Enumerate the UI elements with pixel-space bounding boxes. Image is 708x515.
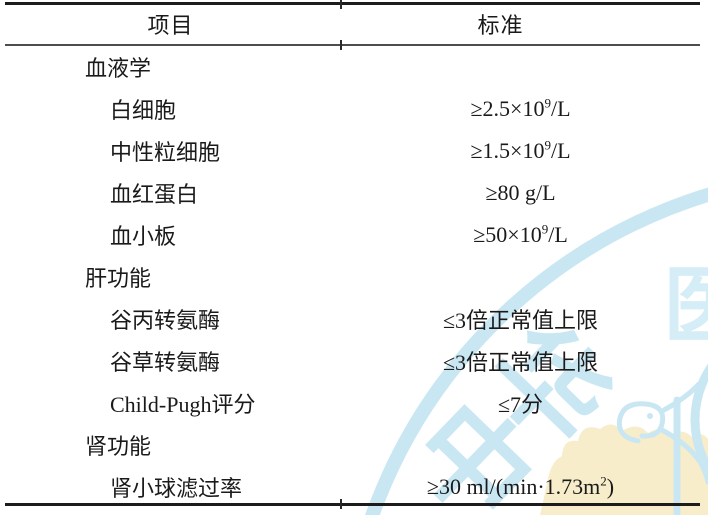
row-label: 肾小球滤过率 bbox=[110, 476, 243, 501]
column-header-standard: 标准 bbox=[477, 13, 524, 38]
watermark-char-yi: 医 bbox=[663, 259, 708, 353]
row-label: 谷丙转氨酶 bbox=[110, 308, 221, 333]
row-value: ≥1.5×109/L bbox=[470, 137, 571, 163]
row-value: ≥50×109/L bbox=[473, 221, 568, 247]
row-label: 肝功能 bbox=[85, 266, 152, 291]
row-platelets: 血小板 ≥50×109/L bbox=[0, 214, 708, 256]
column-header-item: 项目 bbox=[147, 13, 194, 38]
row-liver-function: 肝功能 bbox=[0, 256, 708, 298]
row-label: 白细胞 bbox=[110, 98, 177, 123]
row-wbc: 白细胞 ≥2.5×109/L bbox=[0, 88, 708, 130]
watermark-emblem-circle-icon bbox=[690, 363, 708, 477]
row-child-pugh: Child-Pugh评分 ≤7分 bbox=[0, 382, 708, 424]
row-label: 血液学 bbox=[85, 56, 152, 81]
row-value: ≤3倍正常值上限 bbox=[442, 350, 599, 375]
table-rule-bottom bbox=[5, 503, 700, 506]
row-value: ≥80 g/L bbox=[485, 180, 556, 205]
row-value: ≥30 ml/(min·1.73m2) bbox=[426, 473, 615, 499]
table-header-row: 项目 标准 bbox=[0, 5, 708, 43]
row-gfr: 肾小球滤过率 ≥30 ml/(min·1.73m2) bbox=[0, 466, 708, 508]
row-neutrophils: 中性粒细胞 ≥1.5×109/L bbox=[0, 130, 708, 172]
row-ast: 谷草转氨酶 ≤3倍正常值上限 bbox=[0, 340, 708, 382]
row-label: Child-Pugh评分 bbox=[110, 392, 256, 417]
row-hemoglobin: 血红蛋白 ≥80 g/L bbox=[0, 172, 708, 214]
row-value: ≤3倍正常值上限 bbox=[442, 308, 599, 333]
column-divider-tick bbox=[340, 0, 342, 9]
watermark-yellow-blob bbox=[540, 424, 708, 515]
row-value: ≤7分 bbox=[497, 392, 544, 417]
row-label: 血红蛋白 bbox=[110, 182, 199, 207]
table-body: 血液学 白细胞 ≥2.5×109/L 中性粒细胞 ≥1.5×109/L 血红蛋白… bbox=[0, 46, 708, 508]
table-rule-header bbox=[5, 44, 700, 46]
row-alt: 谷丙转氨酶 ≤3倍正常值上限 bbox=[0, 298, 708, 340]
row-label: 肾功能 bbox=[85, 434, 152, 459]
row-value: ≥2.5×109/L bbox=[470, 95, 571, 121]
column-divider-tick bbox=[340, 40, 342, 50]
row-hematology: 血液学 bbox=[0, 46, 708, 88]
column-divider-tick bbox=[340, 499, 342, 509]
row-label: 中性粒细胞 bbox=[110, 140, 221, 165]
snake-staff-icon bbox=[616, 381, 708, 515]
row-label: 谷草转氨酶 bbox=[110, 350, 221, 375]
row-label: 血小板 bbox=[110, 224, 177, 249]
table-rule-top bbox=[5, 2, 700, 5]
row-renal-function: 肾功能 bbox=[0, 424, 708, 466]
